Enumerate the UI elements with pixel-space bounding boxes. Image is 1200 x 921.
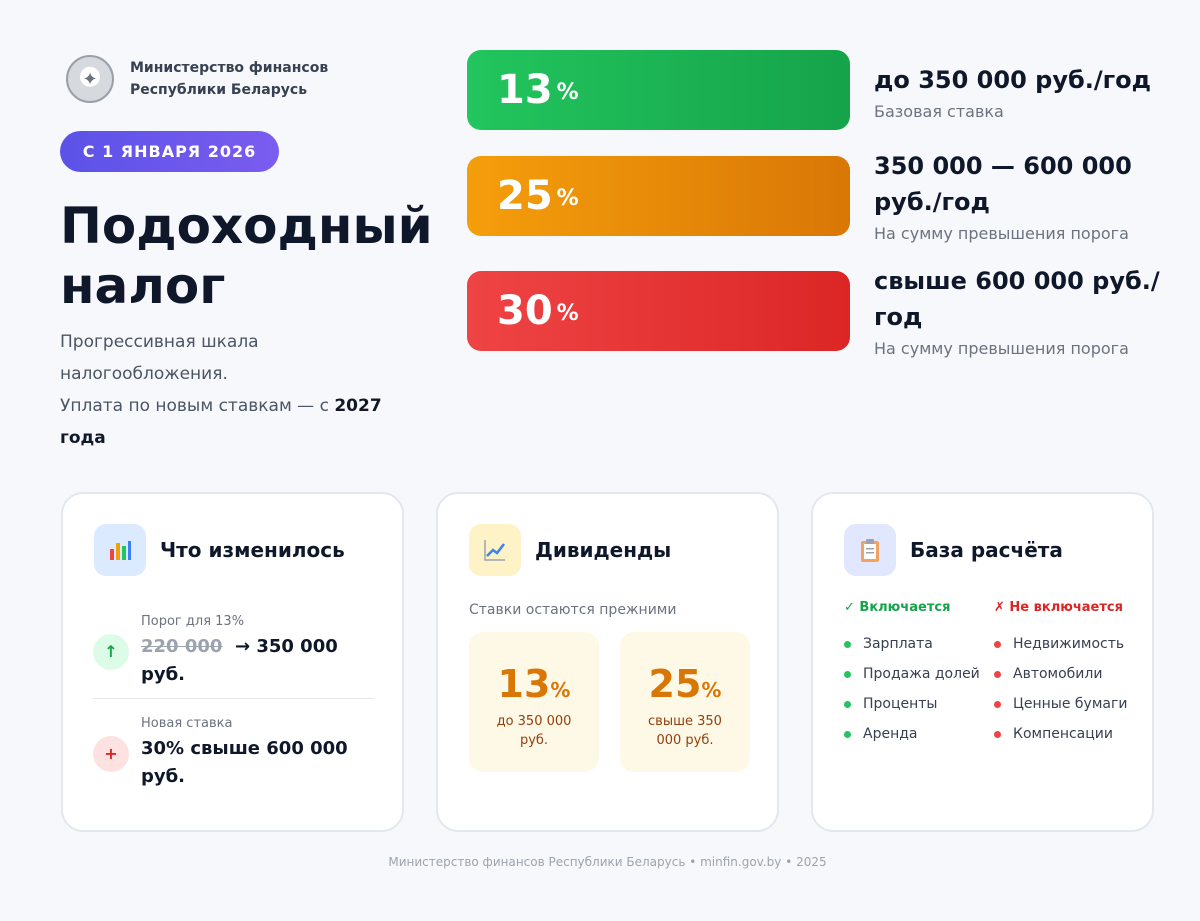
rate-desc-25: 350 000 — 600 000 руб./год На сумму прев… xyxy=(874,152,1132,243)
dividends-card: Дивиденды Ставки остаются прежними 13% д… xyxy=(436,492,779,832)
rate-unit: % xyxy=(556,300,579,326)
bullet-icon xyxy=(844,700,851,708)
rate-value: 25 xyxy=(497,173,553,219)
plus-icon: + xyxy=(93,735,129,772)
bullet-icon xyxy=(994,670,1001,678)
excluded-item: Компенсации xyxy=(994,726,1113,742)
state-emblem-icon: ✦ xyxy=(66,55,114,103)
included-item: Зарплата xyxy=(844,636,933,652)
page-subtitle: Прогрессивная шкала налогообложения. Упл… xyxy=(60,332,382,448)
rate-value: 30 xyxy=(497,288,553,334)
clipboard-icon xyxy=(844,524,896,576)
card-title: Что изменилось xyxy=(160,538,345,562)
dividend-rate-box: 25% свыше 350 000 руб. xyxy=(620,632,750,772)
rate-bar-30: 30% xyxy=(467,271,850,351)
page-title: Подоходный налог xyxy=(60,197,433,315)
card-header: Дивиденды xyxy=(469,524,671,576)
card-header: База расчёта xyxy=(844,524,1063,576)
rate-bar-13: 13% xyxy=(467,50,850,130)
bullet-icon xyxy=(844,640,851,648)
divider xyxy=(93,698,374,699)
bullet-icon xyxy=(994,730,1001,738)
excluded-item: Ценные бумаги xyxy=(994,696,1127,712)
card-header: Что изменилось xyxy=(94,524,345,576)
line-chart-icon xyxy=(469,524,521,576)
included-item: Проценты xyxy=(844,696,937,712)
arrow-up-icon: ↑ xyxy=(93,633,129,670)
bullet-icon xyxy=(844,730,851,738)
rate-value: 13 xyxy=(497,67,553,113)
bullet-icon xyxy=(994,640,1001,648)
change-item-new-rate: + Новая ставка 30% свыше 600 000 руб. xyxy=(93,716,376,791)
rate-unit: % xyxy=(556,79,579,105)
change-item-threshold: ↑ Порог для 13% 220 000 → 350 000 руб. xyxy=(93,614,376,689)
changes-card: Что изменилось ↑ Порог для 13% 220 000 →… xyxy=(61,492,404,832)
rate-desc-30: свыше 600 000 руб./ год На сумму превыше… xyxy=(874,267,1160,358)
rate-unit: % xyxy=(556,185,579,211)
card-title: База расчёта xyxy=(910,538,1063,562)
excluded-header: ✗ Не включается xyxy=(994,600,1123,615)
base-card: База расчёта ✓ Включается ✗ Не включаетс… xyxy=(811,492,1154,832)
bullet-icon xyxy=(994,700,1001,708)
excluded-item: Автомобили xyxy=(994,666,1102,682)
excluded-item: Недвижимость xyxy=(994,636,1124,652)
card-title: Дивиденды xyxy=(535,538,672,562)
footer: Министерство финансов Республики Беларус… xyxy=(388,855,827,869)
ministry-name: Министерство финансов Республики Беларус… xyxy=(130,60,329,98)
bullet-icon xyxy=(844,670,851,678)
rate-desc-13: до 350 000 руб./год Базовая ставка xyxy=(874,66,1152,121)
bar-chart-icon xyxy=(94,524,146,576)
included-header: ✓ Включается xyxy=(844,600,951,615)
included-item: Продажа долей xyxy=(844,666,980,682)
rate-bar-25: 25% xyxy=(467,156,850,236)
ministry-header: ✦ Министерство финансов Республики Белар… xyxy=(66,55,328,103)
included-item: Аренда xyxy=(844,726,918,742)
dividend-rate-box: 13% до 350 000 руб. xyxy=(469,632,599,772)
dividends-subtitle: Ставки остаются прежними xyxy=(469,602,677,618)
date-badge: С 1 ЯНВАРЯ 2026 xyxy=(60,131,279,172)
